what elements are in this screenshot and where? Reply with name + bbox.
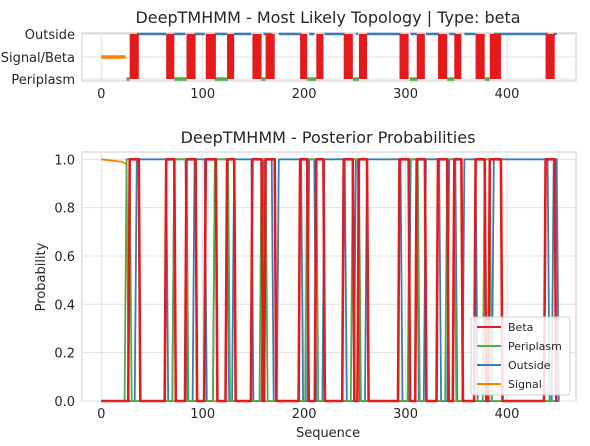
posterior-legend: Beta Periplasm Outside Signal — [470, 316, 571, 396]
beta-strand-11 — [399, 34, 409, 79]
topology-y-tick-2: Outside — [25, 28, 75, 43]
topology-y-tick-1: Signal/Beta — [1, 51, 75, 66]
beta-strand-16 — [489, 34, 501, 79]
posterior-x-tick-0: 0 — [97, 407, 105, 422]
posterior-x-tick-1: 100 — [190, 407, 215, 422]
beta-strand-8 — [316, 34, 324, 79]
beta-strand-13 — [438, 34, 448, 79]
topology-x-tick-4: 400 — [495, 87, 520, 102]
posterior-x-tick-4: 400 — [495, 407, 520, 422]
beta-strand-9 — [343, 34, 353, 79]
posterior-title: DeepTMHMM - Posterior Probabilities — [181, 128, 476, 147]
topology-panel: 0 100 200 300 400 Periplasm Signal/Beta Outsid… — [1, 8, 577, 102]
posterior-y-tick-0: 0.0 — [54, 395, 75, 410]
topology-y-ticks: Periplasm Signal/Beta Outside — [1, 28, 75, 88]
topology-x-ticks: 0 100 200 300 400 — [97, 87, 519, 102]
beta-strand-4 — [227, 34, 235, 79]
beta-strand-6 — [265, 34, 275, 79]
beta-strand-2 — [186, 34, 196, 79]
posterior-data — [101, 158, 560, 403]
legend-label-periplasm: Periplasm — [508, 340, 562, 353]
posterior-x-ticks: 0 100 200 300 400 — [97, 407, 519, 422]
topology-x-tick-0: 0 — [97, 87, 105, 102]
beta-strand-3 — [205, 34, 216, 79]
posterior-y-ticks: 0.0 0.2 0.4 0.6 0.8 1.0 — [54, 153, 75, 410]
beta-strand-10 — [358, 34, 368, 79]
posterior-y-axis-label: Probability — [34, 242, 49, 311]
legend-label-beta: Beta — [508, 321, 533, 334]
topology-y-tick-0: Periplasm — [11, 73, 75, 88]
topology-x-tick-1: 100 — [190, 87, 215, 102]
posterior-y-tick-2: 0.4 — [54, 298, 75, 313]
legend-label-signal: Signal — [508, 378, 542, 391]
posterior-x-tick-2: 200 — [292, 407, 317, 422]
beta-strand-12 — [416, 34, 425, 79]
beta-probability-line — [101, 158, 558, 403]
topology-x-tick-2: 200 — [292, 87, 317, 102]
beta-strand-17 — [545, 34, 555, 79]
beta-strand-14 — [454, 34, 462, 79]
beta-strand-15 — [475, 34, 485, 79]
posterior-y-tick-5: 1.0 — [54, 153, 75, 168]
beta-strand-0 — [129, 34, 139, 79]
legend-label-outside: Outside — [508, 359, 551, 372]
topology-title: DeepTMHMM - Most Likely Topology | Type:… — [135, 8, 520, 27]
posterior-x-axis-label: Sequence — [296, 426, 360, 441]
legend-box — [470, 316, 571, 396]
posterior-y-tick-4: 0.8 — [54, 202, 75, 217]
beta-strand-7 — [300, 34, 308, 79]
topology-data — [101, 32, 557, 81]
posterior-y-tick-1: 0.2 — [54, 347, 75, 362]
topology-x-tick-3: 300 — [393, 87, 418, 102]
posterior-panel: 0 100 200 300 400 0.0 0.2 0.4 0.6 0.8 1.0 DeepTMH… — [34, 128, 577, 441]
beta-strand-1 — [166, 34, 175, 79]
posterior-x-tick-3: 300 — [393, 407, 418, 422]
posterior-y-tick-3: 0.6 — [54, 250, 75, 265]
beta-strand-5 — [252, 34, 262, 79]
